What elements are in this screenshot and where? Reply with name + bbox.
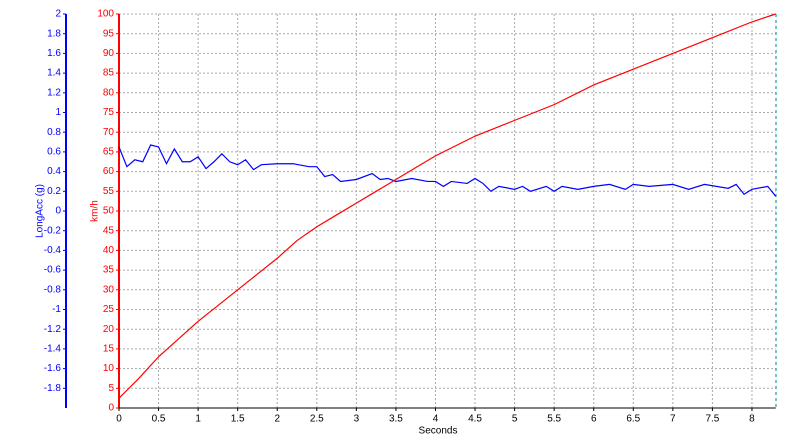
- y2-tick-label: 65: [103, 147, 115, 158]
- y-tick-label: 1.8: [47, 28, 61, 39]
- x-tick-label: 1: [195, 414, 201, 425]
- y-tick-label: -0.8: [44, 284, 62, 295]
- x-tick-label: 5.5: [547, 414, 561, 425]
- y2-tick-label: 55: [103, 186, 115, 197]
- y-tick-label: 1.6: [47, 48, 61, 59]
- x-tick-label: 7.5: [705, 414, 719, 425]
- x-tick-label: 2: [274, 414, 280, 425]
- y2-tick-label: 75: [103, 107, 115, 118]
- x-tick-label: 5: [512, 414, 518, 425]
- y-tick-label: 0: [55, 206, 61, 217]
- y-tick-label: 0.8: [47, 127, 61, 138]
- x-tick-label: 6.5: [626, 414, 640, 425]
- y2-tick-label: 70: [103, 127, 115, 138]
- y-tick-label: -1.8: [44, 383, 62, 394]
- y-tick-label: -1.4: [44, 344, 62, 355]
- y2-tick-label: 35: [103, 265, 115, 276]
- y2-tick-label: 90: [103, 48, 115, 59]
- y2-tick-label: 50: [103, 206, 115, 217]
- y-tick-label: -1.6: [44, 363, 62, 374]
- y2-tick-label: 10: [103, 363, 115, 374]
- data-line: [118, 144, 777, 197]
- x-tick-label: 2.5: [310, 414, 324, 425]
- y2-tick-label: 45: [103, 225, 115, 236]
- y-tick-label: 1: [55, 107, 61, 118]
- x-tick-label: 3: [354, 414, 360, 425]
- y2-tick-label: 30: [103, 284, 115, 295]
- y-tick-label: 1.4: [47, 68, 61, 79]
- y2-tick-label: 100: [97, 9, 114, 20]
- y-tick-label: 0.2: [47, 186, 61, 197]
- y-tick-label: 2: [55, 9, 61, 20]
- y-axis-title: LongAcc (g): [35, 184, 46, 238]
- y2-tick-label: 60: [103, 166, 115, 177]
- y-tick-label: -0.6: [44, 265, 62, 276]
- y-tick-label: 0.4: [47, 166, 61, 177]
- x-tick-label: 4: [433, 414, 439, 425]
- x-tick-label: 3.5: [389, 414, 403, 425]
- y2-tick-label: 95: [103, 28, 115, 39]
- y-tick-label: 1.2: [47, 87, 61, 98]
- x-tick-label: 4.5: [468, 414, 482, 425]
- y2-tick-label: 5: [108, 383, 114, 394]
- y-tick-label: -1.2: [44, 324, 62, 335]
- y2-tick-label: 25: [103, 304, 115, 315]
- x-tick-label: 7: [670, 414, 676, 425]
- y2-axis-title: km/h: [90, 200, 101, 222]
- x-tick-label: 8: [749, 414, 755, 425]
- y2-tick-label: 85: [103, 68, 115, 79]
- y2-tick-label: 40: [103, 245, 115, 256]
- y-tick-label: -0.2: [44, 225, 62, 236]
- x-axis-title: Seconds: [419, 426, 458, 437]
- y-tick-label: 0.6: [47, 147, 61, 158]
- y-tick-label: -1: [52, 304, 61, 315]
- data-line: [118, 13, 776, 399]
- y2-tick-label: 15: [103, 344, 115, 355]
- x-tick-label: 0.5: [152, 414, 166, 425]
- x-tick-label: 1.5: [231, 414, 245, 425]
- x-tick-label: 6: [591, 414, 597, 425]
- y2-tick-label: 20: [103, 324, 115, 335]
- y2-tick-label: 80: [103, 87, 115, 98]
- x-tick-label: 0: [116, 414, 122, 425]
- y2-tick-label: 0: [108, 403, 114, 414]
- y-tick-label: -0.4: [44, 245, 62, 256]
